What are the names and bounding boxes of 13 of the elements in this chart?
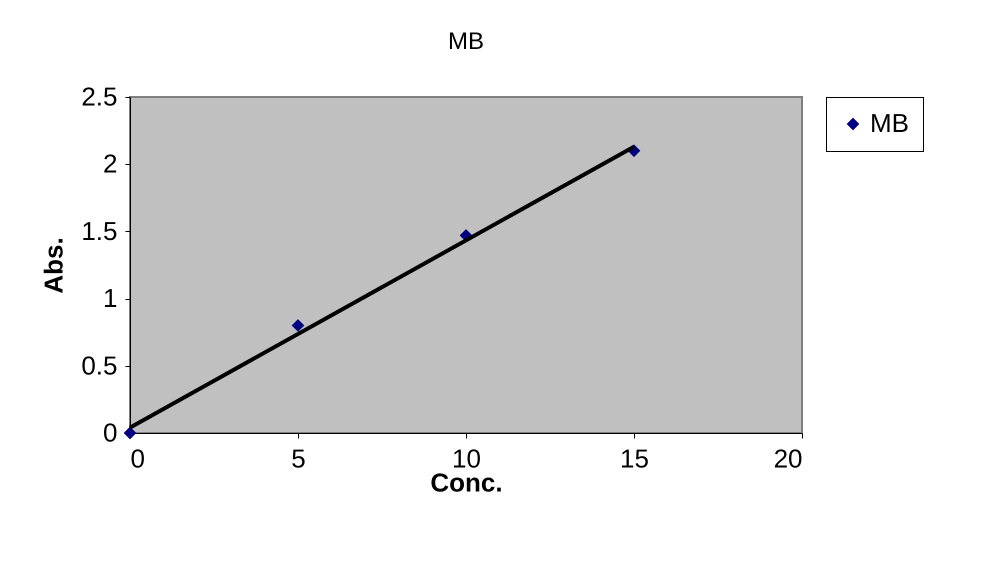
- y-tick-label: 0.5: [81, 350, 118, 380]
- y-tick-label: 1.5: [81, 216, 118, 246]
- x-tick-label: 5: [291, 444, 306, 474]
- chart-title: MB: [448, 28, 484, 55]
- y-axis-title: Abs.: [38, 237, 68, 294]
- legend-label: MB: [870, 108, 909, 138]
- x-tick-label: 20: [774, 444, 802, 474]
- y-tick-label: 1: [103, 283, 118, 314]
- y-tick-label: 0: [103, 418, 118, 448]
- y-tick-label: 2: [103, 148, 118, 179]
- x-tick-label: 15: [620, 444, 649, 474]
- x-tick-label: 0: [130, 444, 145, 474]
- y-tick-label: 2.5: [81, 82, 118, 112]
